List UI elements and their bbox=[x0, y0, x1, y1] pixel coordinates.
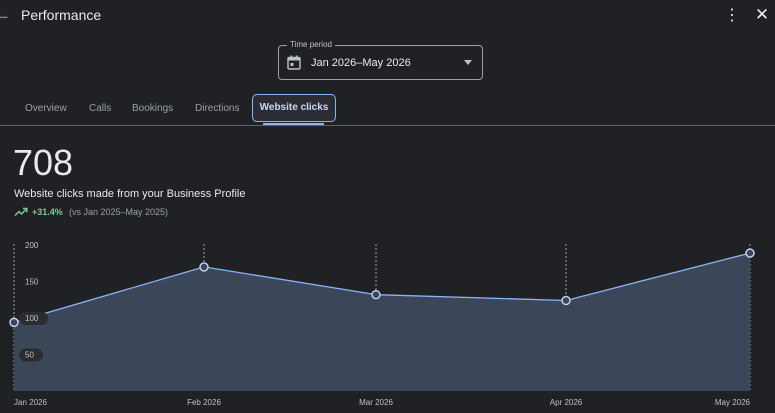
tabs-divider bbox=[0, 125, 775, 126]
dropdown-arrow-icon[interactable] bbox=[464, 60, 472, 65]
data-point-2 bbox=[371, 289, 381, 300]
data-points bbox=[9, 248, 755, 328]
y-tick-label-3: 50 bbox=[25, 351, 34, 360]
time-period-select[interactable] bbox=[278, 45, 483, 80]
trend-change: +31.4% bbox=[32, 207, 63, 217]
tab-directions[interactable]: Directions bbox=[195, 103, 240, 114]
x-tick-label-4: May 2026 bbox=[715, 398, 751, 407]
calendar-icon bbox=[287, 55, 301, 70]
y-tick-label-2: 100 bbox=[25, 314, 39, 323]
x-tick-label-3: Apr 2026 bbox=[550, 398, 583, 407]
tab-calls[interactable]: Calls bbox=[89, 103, 112, 114]
y-tick-label-0: 200 bbox=[25, 241, 39, 250]
selected-tab-indicator bbox=[263, 123, 324, 125]
tab-bookings[interactable]: Bookings bbox=[132, 103, 174, 114]
trend-comparison: (vs Jan 2025–May 2025) bbox=[69, 207, 169, 217]
time-period-label: Time period bbox=[287, 40, 335, 50]
y-tick-label-1: 150 bbox=[25, 278, 39, 287]
data-point-1 bbox=[199, 262, 209, 272]
more-vert-icon[interactable]: ⋮ bbox=[724, 7, 740, 24]
page-title: Performance bbox=[21, 7, 102, 23]
tab-website-clicks[interactable]: Website clicks bbox=[252, 94, 336, 122]
y-tick-chip-2 bbox=[19, 312, 48, 325]
x-tick-label-1: Feb 2026 bbox=[187, 398, 221, 407]
x-tick-label-0: Jan 2026 bbox=[14, 398, 47, 407]
data-point-0 bbox=[9, 317, 19, 328]
website-clicks-chart: 200 150 100 50 Jan 2026 Feb 2026 Mar 2026 Apr … bbox=[9, 241, 755, 407]
y-tick-chip-3 bbox=[19, 348, 43, 362]
data-point-3 bbox=[561, 295, 571, 306]
data-point-4 bbox=[745, 248, 755, 258]
time-period-value: Jan 2026–May 2026 bbox=[311, 57, 411, 69]
metric-caption: Website clicks made from your Business P… bbox=[14, 188, 246, 200]
x-axis-ticks: Jan 2026 Feb 2026 Mar 2026 Apr 2026 May 2026 bbox=[14, 398, 751, 407]
trending-up-icon bbox=[14, 207, 28, 217]
back-arrow-icon[interactable]: ← bbox=[0, 5, 11, 24]
close-icon[interactable]: ✕ bbox=[754, 5, 770, 24]
series-area bbox=[14, 253, 750, 391]
metric-total: 708 bbox=[13, 142, 74, 183]
y-axis-ticks: 200 150 100 50 bbox=[19, 241, 48, 362]
x-tick-label-2: Mar 2026 bbox=[359, 398, 393, 407]
tab-overview[interactable]: Overview bbox=[25, 103, 67, 114]
